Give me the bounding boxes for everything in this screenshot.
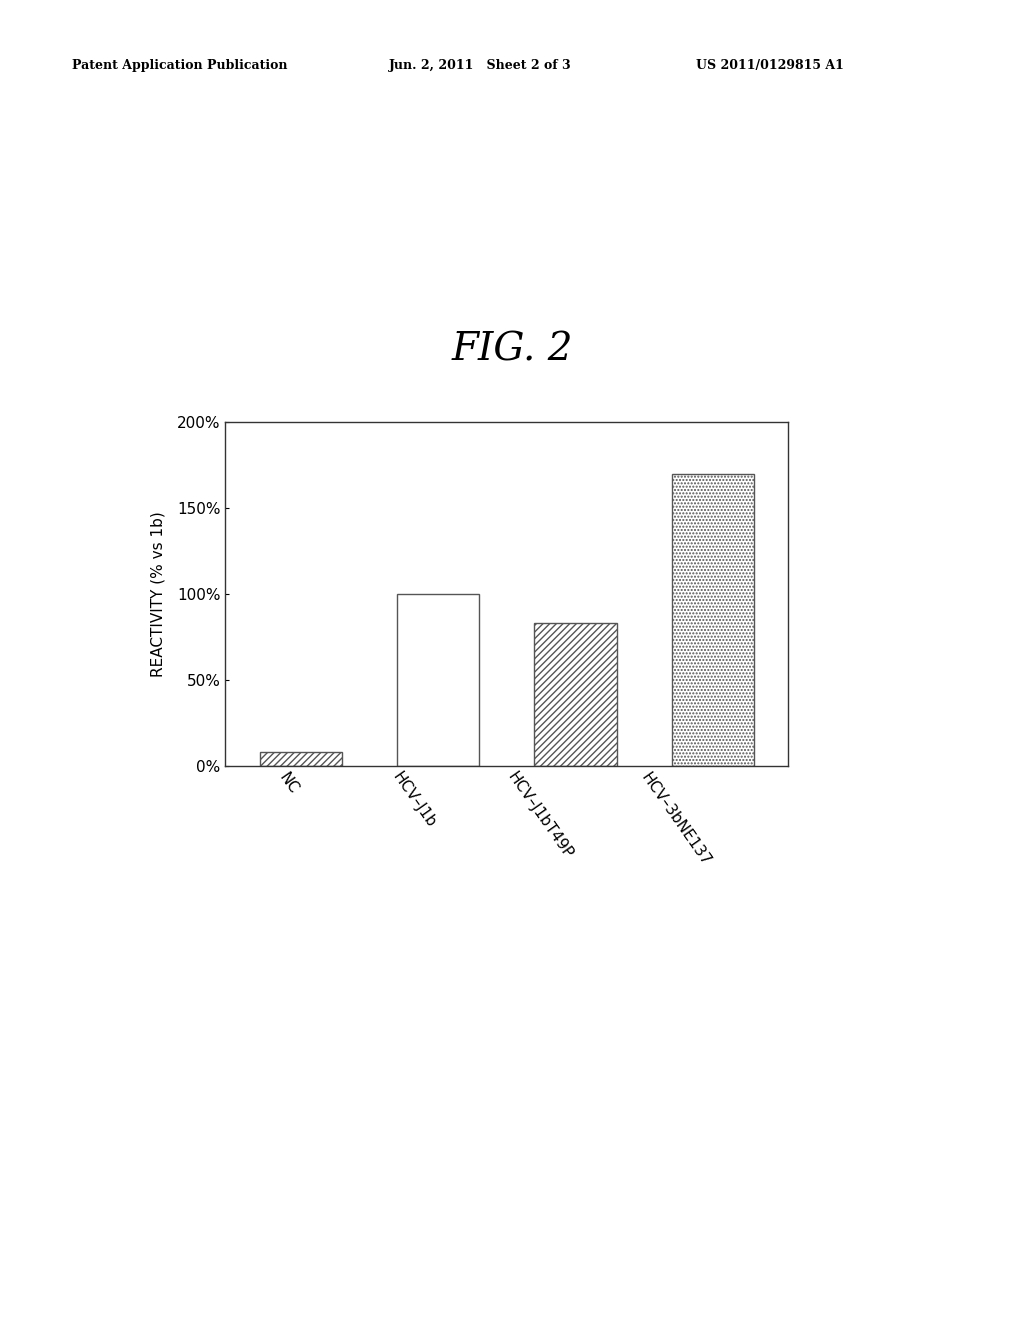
- Bar: [672, 474, 754, 766]
- Bar: [535, 623, 616, 766]
- Text: US 2011/0129815 A1: US 2011/0129815 A1: [696, 59, 844, 73]
- Y-axis label: REACTIVITY (% vs 1b): REACTIVITY (% vs 1b): [151, 511, 166, 677]
- Text: Jun. 2, 2011   Sheet 2 of 3: Jun. 2, 2011 Sheet 2 of 3: [389, 59, 571, 73]
- Bar: [260, 752, 342, 766]
- Text: FIG. 2: FIG. 2: [452, 331, 572, 368]
- Bar: [397, 594, 479, 766]
- Text: Patent Application Publication: Patent Application Publication: [72, 59, 287, 73]
